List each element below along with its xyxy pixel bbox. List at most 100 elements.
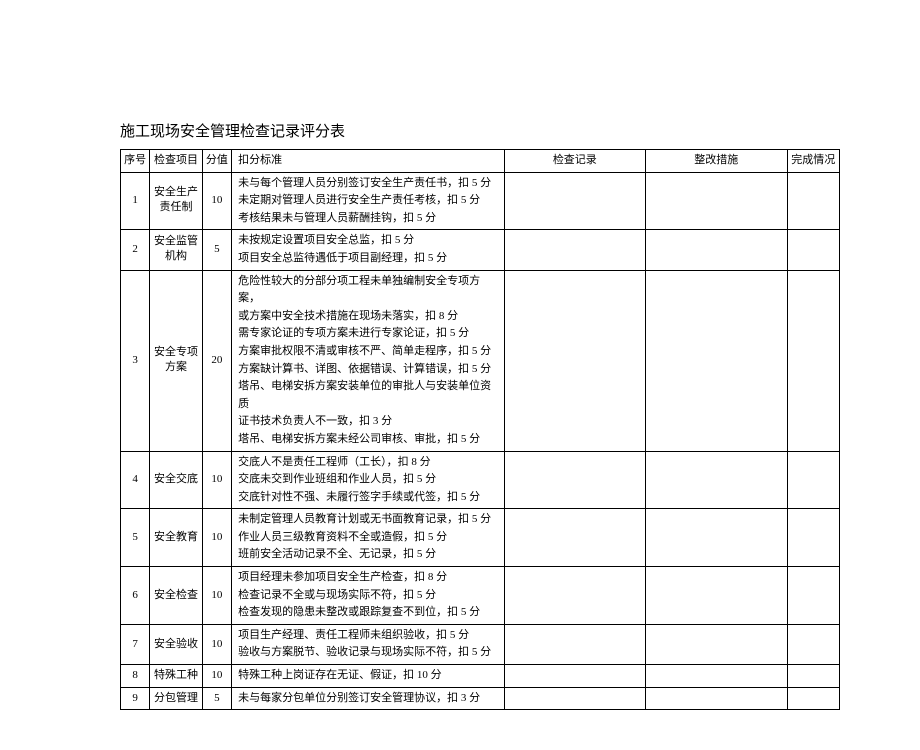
cell-seq: 9 [121, 687, 150, 710]
criteria-line: 需专家论证的专项方案未进行专家论证，扣 5 分 [238, 325, 501, 343]
cell-seq: 7 [121, 624, 150, 664]
cell-complete [787, 451, 839, 509]
table-row: 3安全专项方案20危险性较大的分部分项工程未单独编制安全专项方案，或方案中安全技… [121, 270, 840, 451]
cell-score: 10 [202, 567, 231, 625]
cell-record [504, 624, 645, 664]
cell-criteria: 交底人不是责任工程师（工长），扣 8 分交底未交到作业班组和作业人员，扣 5 分… [232, 451, 505, 509]
table-row: 9分包管理5未与每家分包单位分别签订安全管理协议，扣 3 分 [121, 687, 840, 710]
cell-measure [646, 270, 787, 451]
cell-record [504, 665, 645, 688]
cell-criteria: 未与每个管理人员分别签订安全生产责任书，扣 5 分未定期对管理人员进行安全生产责… [232, 172, 505, 230]
table-row: 2安全监管机构5 未按规定设置项目安全总监，扣 5 分项目安全总监待遇低于项目副经… [121, 230, 840, 270]
cell-criteria: 特殊工种上岗证存在无证、假证，扣 10 分 [232, 665, 505, 688]
cell-complete [787, 270, 839, 451]
criteria-line: 项目安全总监待遇低于项目副经理，扣 5 分 [238, 250, 501, 268]
cell-criteria: 项目经理未参加项目安全生产检查，扣 8 分检查记录不全或与现场实际不符，扣 5 … [232, 567, 505, 625]
cell-item: 安全交底 [150, 451, 202, 509]
cell-complete [787, 230, 839, 270]
cell-complete [787, 687, 839, 710]
table-row: 6安全检查10项目经理未参加项目安全生产检查，扣 8 分检查记录不全或与现场实际… [121, 567, 840, 625]
cell-score: 10 [202, 624, 231, 664]
cell-measure [646, 624, 787, 664]
header-criteria: 扣分标准 [232, 150, 505, 173]
cell-item: 安全检查 [150, 567, 202, 625]
cell-score: 10 [202, 509, 231, 567]
criteria-line: 危险性较大的分部分项工程未单独编制安全专项方案， [238, 273, 501, 308]
cell-complete [787, 509, 839, 567]
cell-complete [787, 624, 839, 664]
cell-record [504, 451, 645, 509]
criteria-line: 方案审批权限不清或审核不严、简单走程序，扣 5 分 [238, 343, 501, 361]
cell-measure [646, 509, 787, 567]
cell-item: 特殊工种 [150, 665, 202, 688]
cell-record [504, 270, 645, 451]
cell-record [504, 687, 645, 710]
cell-record [504, 230, 645, 270]
cell-record [504, 509, 645, 567]
criteria-line: 未制定管理人员教育计划或无书面教育记录，扣 5 分 [238, 511, 501, 529]
cell-score: 10 [202, 172, 231, 230]
cell-seq: 6 [121, 567, 150, 625]
header-seq: 序号 [121, 150, 150, 173]
cell-seq: 5 [121, 509, 150, 567]
table-row: 8特殊工种10 特殊工种上岗证存在无证、假证，扣 10 分 [121, 665, 840, 688]
cell-measure [646, 172, 787, 230]
criteria-line: 未与每家分包单位分别签订安全管理协议，扣 3 分 [238, 690, 501, 708]
cell-criteria: 未与每家分包单位分别签订安全管理协议，扣 3 分 [232, 687, 505, 710]
table-row: 4安全交底10交底人不是责任工程师（工长），扣 8 分交底未交到作业班组和作业人… [121, 451, 840, 509]
cell-score: 5 [202, 687, 231, 710]
cell-record [504, 567, 645, 625]
criteria-line: 作业人员三级教育资料不全或造假，扣 5 分 [238, 529, 501, 547]
criteria-line: 项目生产经理、责任工程师未组织验收，扣 5 分 [238, 627, 501, 645]
cell-item: 安全教育 [150, 509, 202, 567]
criteria-line: 检查发现的隐患未整改或跟踪复查不到位，扣 5 分 [238, 604, 501, 622]
cell-measure [646, 451, 787, 509]
cell-measure [646, 687, 787, 710]
cell-score: 5 [202, 230, 231, 270]
cell-criteria: 项目生产经理、责任工程师未组织验收，扣 5 分验收与方案脱节、验收记录与现场实际… [232, 624, 505, 664]
cell-item: 安全生产责任制 [150, 172, 202, 230]
cell-item: 安全监管机构 [150, 230, 202, 270]
header-item: 检查项目 [150, 150, 202, 173]
criteria-line: 塔吊、电梯安拆方案未经公司审核、审批，扣 5 分 [238, 431, 501, 449]
criteria-line: 塔吊、电梯安拆方案安装单位的审批人与安装单位资质 [238, 378, 501, 413]
criteria-line: 未与每个管理人员分别签订安全生产责任书，扣 5 分 [238, 175, 501, 193]
criteria-line: 交底针对性不强、未履行签字手续或代签，扣 5 分 [238, 489, 501, 507]
cell-seq: 3 [121, 270, 150, 451]
criteria-line: 项目经理未参加项目安全生产检查，扣 8 分 [238, 569, 501, 587]
table-row: 5安全教育10未制定管理人员教育计划或无书面教育记录，扣 5 分作业人员三级教育… [121, 509, 840, 567]
cell-criteria: 未制定管理人员教育计划或无书面教育记录，扣 5 分作业人员三级教育资料不全或造假… [232, 509, 505, 567]
header-complete: 完成情况 [787, 150, 839, 173]
cell-record [504, 172, 645, 230]
table-row: 7安全验收10项目生产经理、责任工程师未组织验收，扣 5 分验收与方案脱节、验收… [121, 624, 840, 664]
header-score: 分值 [202, 150, 231, 173]
table-row: 1安全生产责任制10未与每个管理人员分别签订安全生产责任书，扣 5 分未定期对管… [121, 172, 840, 230]
cell-complete [787, 665, 839, 688]
cell-measure [646, 230, 787, 270]
criteria-line: 交底未交到作业班组和作业人员，扣 5 分 [238, 471, 501, 489]
cell-measure [646, 567, 787, 625]
criteria-line: 未按规定设置项目安全总监，扣 5 分 [238, 232, 501, 250]
page-title: 施工现场安全管理检查记录评分表 [120, 120, 840, 141]
criteria-line: 未定期对管理人员进行安全生产责任考核，扣 5 分 [238, 192, 501, 210]
cell-item: 安全专项方案 [150, 270, 202, 451]
cell-score: 10 [202, 665, 231, 688]
cell-seq: 8 [121, 665, 150, 688]
score-table: 序号 检查项目 分值 扣分标准 检查记录 整改措施 完成情况 1安全生产责任制1… [120, 149, 840, 710]
cell-seq: 1 [121, 172, 150, 230]
cell-score: 10 [202, 451, 231, 509]
cell-item: 安全验收 [150, 624, 202, 664]
cell-criteria: 危险性较大的分部分项工程未单独编制安全专项方案，或方案中安全技术措施在现场未落实… [232, 270, 505, 451]
criteria-line: 方案缺计算书、详图、依据错误、计算错误，扣 5 分 [238, 361, 501, 379]
header-record: 检查记录 [504, 150, 645, 173]
criteria-line: 班前安全活动记录不全、无记录，扣 5 分 [238, 546, 501, 564]
criteria-line: 特殊工种上岗证存在无证、假证，扣 10 分 [238, 667, 501, 685]
criteria-line: 验收与方案脱节、验收记录与现场实际不符，扣 5 分 [238, 644, 501, 662]
cell-seq: 2 [121, 230, 150, 270]
cell-measure [646, 665, 787, 688]
criteria-line: 证书技术负责人不一致，扣 3 分 [238, 413, 501, 431]
cell-complete [787, 567, 839, 625]
cell-complete [787, 172, 839, 230]
header-row: 序号 检查项目 分值 扣分标准 检查记录 整改措施 完成情况 [121, 150, 840, 173]
criteria-line: 检查记录不全或与现场实际不符，扣 5 分 [238, 587, 501, 605]
